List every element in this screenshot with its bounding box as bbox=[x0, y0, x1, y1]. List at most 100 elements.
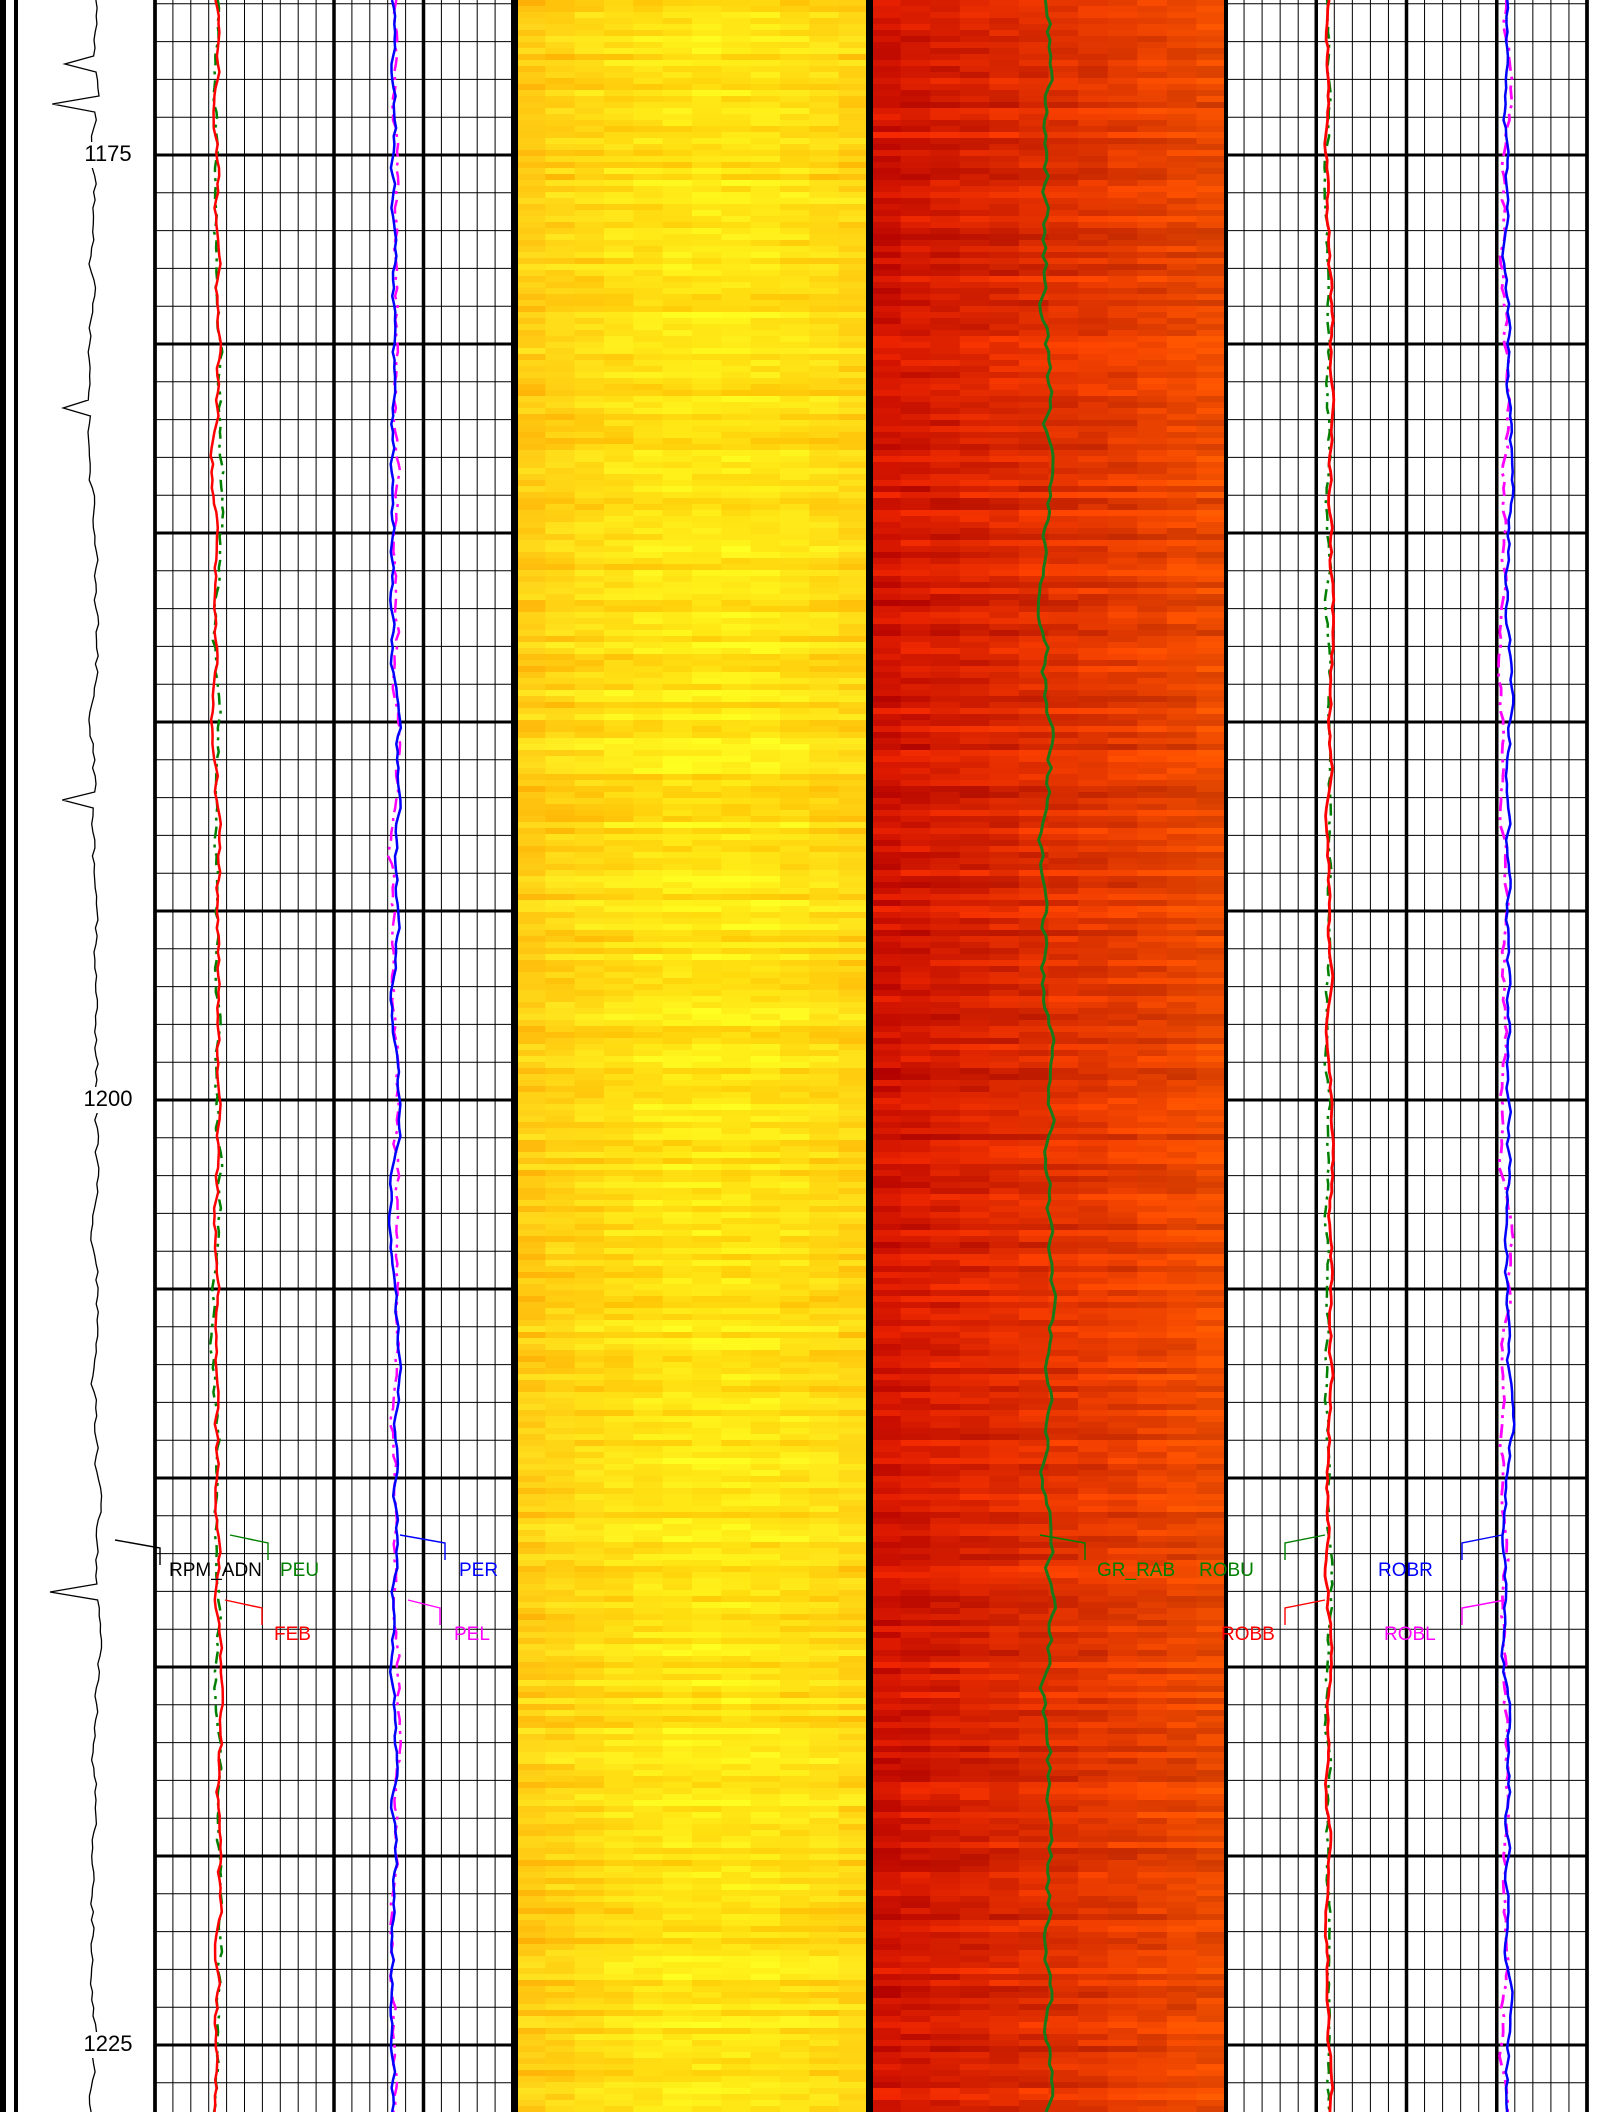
heatmap-cell bbox=[721, 1368, 752, 1375]
heatmap-cell bbox=[516, 432, 546, 439]
heatmap-cell bbox=[604, 324, 634, 331]
heatmap-cell bbox=[750, 984, 781, 991]
heatmap-cell bbox=[604, 1116, 634, 1123]
heatmap-cell bbox=[545, 198, 576, 205]
heatmap-cell bbox=[574, 1380, 605, 1387]
heatmap-cell bbox=[574, 1566, 605, 1573]
heatmap-cell bbox=[838, 1020, 869, 1027]
heatmap-cell bbox=[633, 1404, 664, 1411]
heatmap-cell bbox=[780, 102, 810, 109]
heatmap-cell bbox=[633, 1380, 664, 1387]
heatmap-cell bbox=[750, 978, 781, 985]
heatmap-cell bbox=[780, 552, 810, 559]
heatmap-cell bbox=[721, 444, 752, 451]
heatmap-cell bbox=[809, 1818, 840, 1825]
heatmap-cell bbox=[692, 1134, 722, 1141]
heatmap-cell bbox=[662, 114, 693, 121]
heatmap-cell bbox=[780, 1896, 810, 1903]
heatmap-cell bbox=[780, 876, 810, 883]
heatmap-cell bbox=[780, 882, 810, 889]
heatmap-cell bbox=[809, 2022, 840, 2029]
heatmap-cell bbox=[516, 1026, 546, 1033]
heatmap-cell bbox=[838, 1434, 869, 1441]
heatmap-cell bbox=[838, 516, 869, 523]
heatmap-cell bbox=[662, 270, 693, 277]
heatmap-cell bbox=[516, 2046, 546, 2053]
heatmap-cell bbox=[780, 1818, 810, 1825]
heatmap-cell bbox=[633, 1620, 664, 1627]
heatmap-cell bbox=[545, 1860, 576, 1867]
heatmap-cell bbox=[692, 1242, 722, 1249]
heatmap-cell bbox=[780, 1380, 810, 1387]
heatmap-cell bbox=[780, 402, 810, 409]
heatmap-cell bbox=[633, 1338, 664, 1345]
heatmap-cell bbox=[780, 96, 810, 103]
heatmap-cell bbox=[692, 492, 722, 499]
heatmap-cell bbox=[633, 1320, 664, 1327]
heatmap-cell bbox=[838, 822, 869, 829]
heatmap-cell bbox=[721, 426, 752, 433]
heatmap-cell bbox=[1166, 0, 1198, 7]
heatmap-cell bbox=[721, 1734, 752, 1741]
heatmap-cell bbox=[662, 576, 693, 583]
heatmap-cell bbox=[1018, 54, 1050, 61]
heatmap-cell bbox=[780, 672, 810, 679]
heatmap-cell bbox=[809, 1764, 840, 1771]
heatmap-cell bbox=[662, 84, 693, 91]
heatmap-cell bbox=[750, 1986, 781, 1993]
heatmap-cell bbox=[574, 1416, 605, 1423]
heatmap-cell bbox=[516, 528, 546, 535]
heatmap-cell bbox=[633, 1488, 664, 1495]
heatmap-cell bbox=[574, 786, 605, 793]
heatmap-cell bbox=[574, 1920, 605, 1927]
heatmap-cell bbox=[1107, 156, 1138, 163]
heatmap-cell bbox=[721, 1884, 752, 1891]
heatmap-cell bbox=[1196, 270, 1227, 277]
heatmap-cell bbox=[838, 1272, 869, 1279]
heatmap-cell bbox=[604, 1380, 634, 1387]
heatmap-cell bbox=[780, 222, 810, 229]
heatmap-cell bbox=[780, 444, 810, 451]
heatmap-cell bbox=[989, 282, 1020, 289]
heatmap-cell bbox=[809, 150, 840, 157]
heatmap-cell bbox=[750, 36, 781, 43]
heatmap-cell bbox=[692, 1590, 722, 1597]
heatmap-cell bbox=[780, 1296, 810, 1303]
heatmap-cell bbox=[545, 1062, 576, 1069]
heatmap-cell bbox=[574, 1362, 605, 1369]
heatmap-cell bbox=[516, 1428, 546, 1435]
heatmap-cell bbox=[750, 192, 781, 199]
heatmap-cell bbox=[692, 1314, 722, 1321]
heatmap-cell bbox=[750, 228, 781, 235]
heatmap-cell bbox=[1078, 84, 1109, 91]
heatmap-cell bbox=[545, 1380, 576, 1387]
heatmap-cell bbox=[692, 30, 722, 37]
heatmap-cell bbox=[838, 1506, 869, 1513]
heatmap-cell bbox=[809, 48, 840, 55]
heatmap-cell bbox=[662, 372, 693, 379]
heatmap-cell bbox=[780, 2100, 810, 2107]
heatmap-cell bbox=[692, 1218, 722, 1225]
heatmap-cell bbox=[900, 72, 931, 79]
heatmap-cell bbox=[633, 774, 664, 781]
heatmap-cell bbox=[780, 1080, 810, 1087]
heatmap-cell bbox=[545, 1608, 576, 1615]
heatmap-cell bbox=[574, 1248, 605, 1255]
heatmap-cell bbox=[662, 516, 693, 523]
heatmap-cell bbox=[574, 1992, 605, 1999]
heatmap-cell bbox=[838, 1710, 869, 1717]
heatmap-cell bbox=[780, 822, 810, 829]
heatmap-cell bbox=[516, 162, 546, 169]
heatmap-cell bbox=[780, 564, 810, 571]
heatmap-cell bbox=[721, 30, 752, 37]
heatmap-cell bbox=[930, 180, 961, 187]
heatmap-cell bbox=[574, 852, 605, 859]
heatmap-cell bbox=[780, 1692, 810, 1699]
heatmap-cell bbox=[633, 1410, 664, 1417]
heatmap-cell bbox=[692, 1026, 722, 1033]
heatmap-cell bbox=[780, 2070, 810, 2077]
heatmap-cell bbox=[838, 570, 869, 577]
heatmap-cell bbox=[604, 1362, 634, 1369]
heatmap-cell bbox=[604, 1512, 634, 1519]
